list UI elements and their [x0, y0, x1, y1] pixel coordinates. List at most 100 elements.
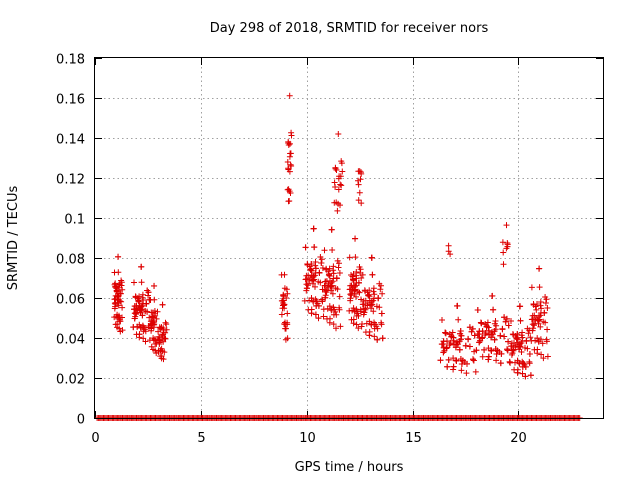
data-point: [338, 182, 345, 189]
data-point: [148, 343, 155, 350]
data-point: [362, 329, 369, 336]
data-point: [455, 316, 462, 323]
data-point: [522, 373, 529, 380]
data-point: [514, 339, 521, 346]
data-point: [287, 140, 293, 147]
data-point: [284, 335, 291, 342]
data-point: [362, 297, 369, 304]
data-point: [139, 291, 146, 298]
data-point: [375, 295, 382, 301]
data-point: [525, 330, 532, 337]
data-point: [329, 290, 336, 297]
data-point: [360, 301, 367, 308]
data-point: [534, 335, 541, 342]
data-point: [466, 324, 473, 331]
data-point: [356, 189, 363, 196]
data-point: [333, 325, 339, 332]
data-point: [330, 304, 337, 311]
data-point: [450, 363, 457, 370]
data-point: [337, 323, 344, 330]
data-point: [324, 315, 330, 322]
y-tick-label: 0.18: [56, 53, 85, 68]
data-point: [153, 315, 160, 322]
data-point: [514, 369, 521, 376]
data-point: [502, 318, 509, 325]
data-point: [473, 347, 480, 354]
data-point: [282, 319, 288, 326]
data-point: [159, 332, 166, 339]
data-point: [505, 338, 512, 345]
data-point: [112, 321, 119, 328]
data-point: [138, 263, 145, 270]
data-point: [534, 350, 541, 357]
data-point: [114, 324, 121, 331]
data-point: [336, 304, 343, 311]
x-tick-label: 0: [91, 431, 99, 446]
data-point: [134, 295, 141, 302]
data-point: [374, 336, 381, 343]
data-point: [317, 254, 324, 260]
data-point: [316, 269, 323, 276]
data-point: [366, 332, 373, 339]
data-point: [334, 286, 341, 293]
data-point: [519, 370, 526, 377]
data-point: [310, 277, 317, 284]
data-point: [147, 297, 154, 303]
data-point: [453, 357, 460, 364]
grid-lines: [95, 58, 603, 418]
data-point: [317, 279, 324, 286]
data-point: [287, 150, 294, 157]
data-point: [347, 297, 354, 304]
data-point: [162, 335, 169, 342]
data-point: [111, 296, 118, 303]
data-point: [334, 257, 341, 264]
data-point: [457, 356, 464, 362]
data-point: [511, 366, 518, 373]
data-point: [544, 305, 551, 311]
data-point: [362, 306, 369, 313]
data-point: [446, 331, 453, 338]
data-point: [326, 271, 332, 278]
data-point: [161, 349, 168, 356]
data-point: [534, 316, 541, 323]
x-axis-label: GPS time / hours: [295, 460, 404, 475]
data-point: [283, 286, 290, 293]
data-point: [115, 302, 122, 309]
data-point: [158, 324, 165, 331]
data-point: [508, 343, 515, 349]
data-point: [327, 282, 334, 289]
data-point: [540, 355, 547, 362]
data-point: [368, 254, 375, 261]
data-point: [366, 287, 373, 294]
data-point: [286, 92, 293, 99]
data-point: [349, 273, 356, 280]
data-point: [320, 313, 327, 320]
data-point: [353, 321, 360, 328]
data-point: [507, 359, 514, 366]
data-point: [288, 129, 295, 136]
data-point: [326, 303, 333, 310]
data-point: [440, 341, 447, 347]
data-point: [352, 235, 359, 242]
data-point: [373, 323, 380, 330]
data-point: [536, 313, 542, 320]
data-point: [119, 304, 126, 311]
data-point: [279, 297, 286, 304]
data-point: [115, 281, 122, 288]
data-point: [526, 351, 533, 357]
data-point: [303, 285, 310, 292]
data-point: [311, 244, 318, 251]
data-point: [320, 306, 327, 313]
data-point: [356, 264, 363, 270]
data-point: [378, 310, 385, 317]
data-point: [285, 198, 292, 205]
data-point: [158, 345, 165, 352]
data-point: [370, 288, 377, 295]
data-point: [513, 334, 520, 341]
data-point: [323, 278, 330, 285]
data-point: [312, 311, 319, 318]
data-point: [443, 345, 450, 352]
data-point: [330, 263, 337, 270]
data-point: [454, 302, 461, 309]
data-point: [284, 290, 291, 297]
